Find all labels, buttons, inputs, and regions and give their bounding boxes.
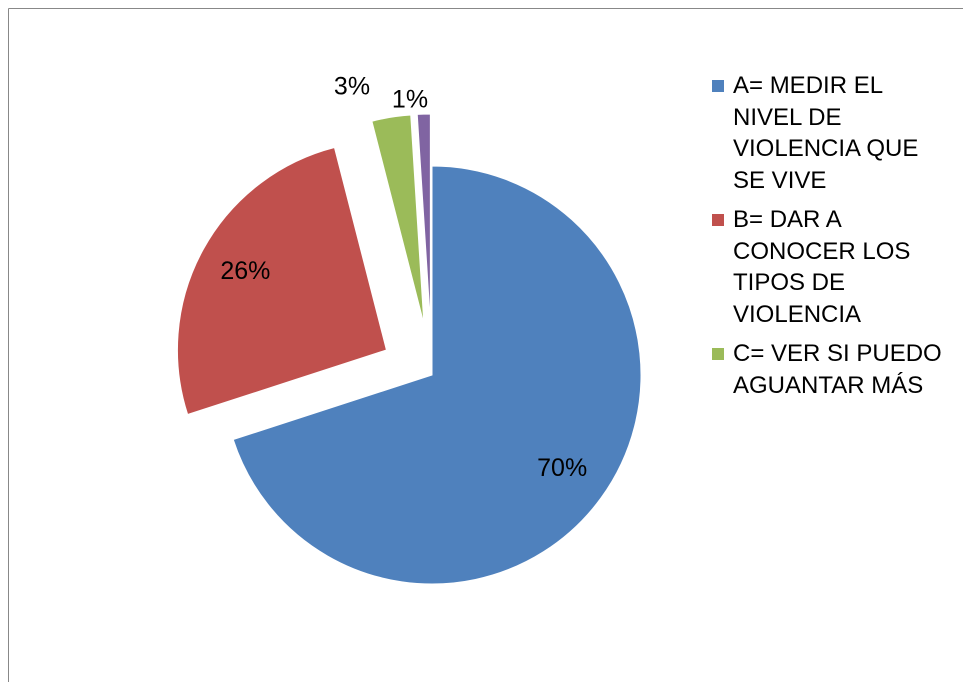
legend-item: A= MEDIR EL NIVEL DE VIOLENCIA QUE SE VI…	[712, 70, 952, 196]
legend-swatch	[712, 214, 724, 226]
data-label: 26%	[220, 257, 270, 285]
pie-slice	[416, 113, 431, 324]
legend-swatch	[712, 348, 724, 360]
pie-slice	[371, 114, 425, 324]
pie-slice	[176, 146, 388, 416]
legend-label: B= DAR A CONOCER LOS TIPOS DE VIOLENCIA	[733, 206, 911, 328]
legend-label: A= MEDIR EL NIVEL DE VIOLENCIA QUE SE VI…	[733, 72, 919, 194]
data-label: 70%	[537, 454, 587, 482]
legend-item: B= DAR A CONOCER LOS TIPOS DE VIOLENCIA	[712, 204, 952, 330]
data-label: 3%	[334, 73, 370, 101]
pie-slice	[232, 165, 642, 585]
data-label: 1%	[392, 86, 428, 114]
legend: A= MEDIR EL NIVEL DE VIOLENCIA QUE SE VI…	[712, 70, 952, 409]
legend-swatch	[712, 80, 724, 92]
legend-label: C= VER SI PUEDO AGUANTAR MÁS	[733, 340, 942, 399]
legend-item: C= VER SI PUEDO AGUANTAR MÁS	[712, 338, 952, 401]
